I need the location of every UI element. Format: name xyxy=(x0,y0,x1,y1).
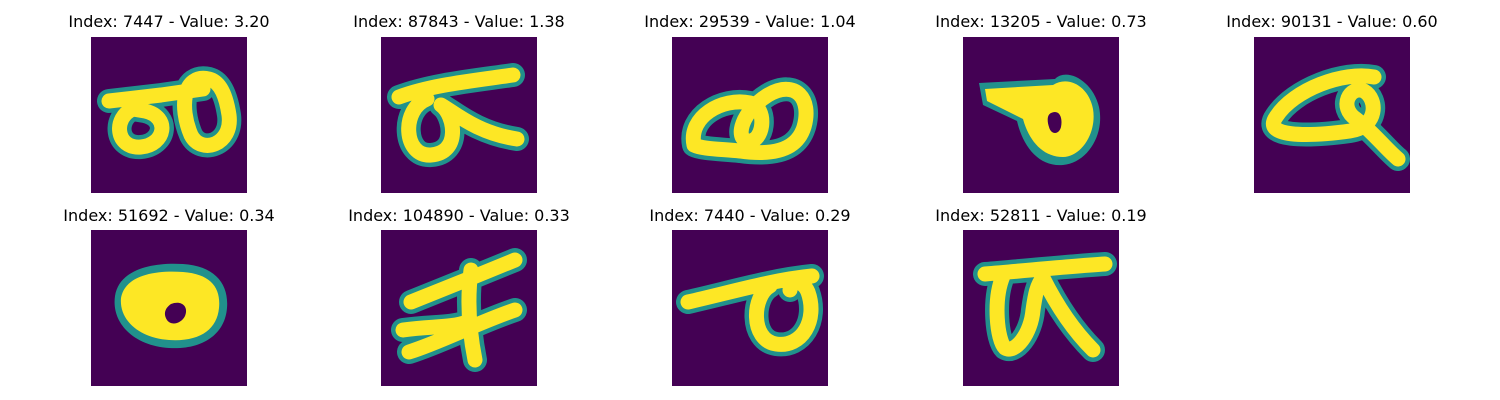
panel-image xyxy=(672,37,828,193)
curled-loop-glyph xyxy=(681,77,819,165)
bar-and-loop-glyph xyxy=(676,264,824,357)
panel-title: Index: 51692 - Value: 0.34 xyxy=(63,206,275,225)
panel-image xyxy=(381,230,537,386)
crossed-strokes-glyph xyxy=(391,248,527,372)
pi-like-glyph xyxy=(973,252,1117,362)
filled-blob-glyph xyxy=(979,74,1101,166)
panel-image xyxy=(1254,37,1410,193)
panel-title: Index: 104890 - Value: 0.33 xyxy=(348,206,570,225)
tailed-loop-glyph xyxy=(1261,63,1410,171)
panel-title: Index: 52811 - Value: 0.19 xyxy=(935,206,1147,225)
panel-title: Index: 29539 - Value: 1.04 xyxy=(644,12,856,31)
panel-title: Index: 7440 - Value: 0.29 xyxy=(649,206,851,225)
panel-image xyxy=(91,37,247,193)
loop-with-bar-glyph xyxy=(387,63,529,167)
panel-title: Index: 87843 - Value: 1.38 xyxy=(353,12,565,31)
panel-image xyxy=(672,230,828,386)
ring-glyph xyxy=(114,263,228,349)
panel-image xyxy=(381,37,537,193)
panel-title: Index: 7447 - Value: 3.20 xyxy=(68,12,270,31)
panel-title: Index: 13205 - Value: 0.73 xyxy=(935,12,1147,31)
panel-image xyxy=(91,230,247,386)
panel-image xyxy=(963,230,1119,386)
panel-image xyxy=(963,37,1119,193)
two-loop-glyph xyxy=(97,66,242,159)
panel-title: Index: 90131 - Value: 0.60 xyxy=(1226,12,1438,31)
